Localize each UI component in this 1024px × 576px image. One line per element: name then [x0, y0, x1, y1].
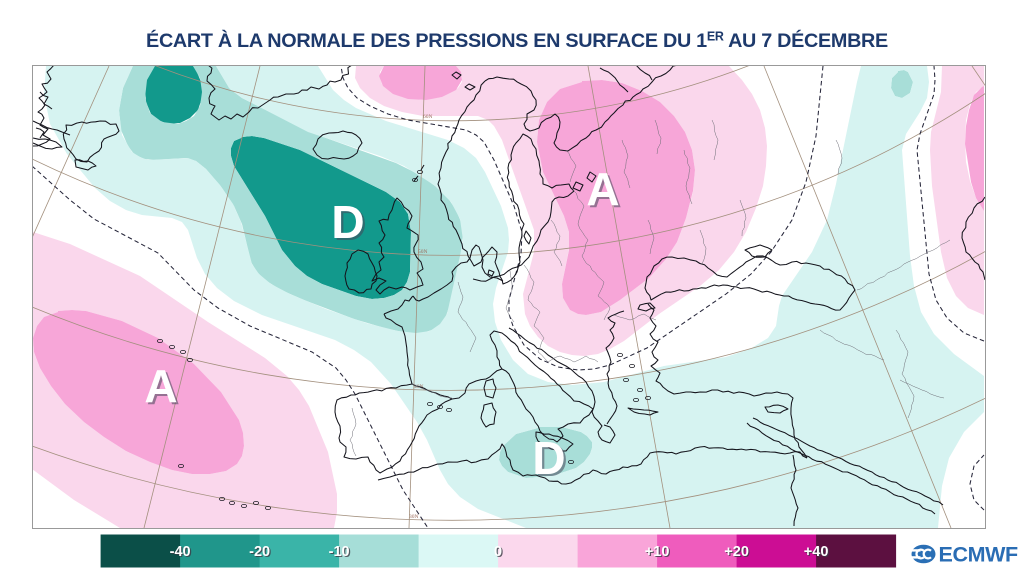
- svg-text:+10: +10: [645, 544, 670, 560]
- svg-text:-20: -20: [250, 545, 271, 561]
- svg-text:0: 0: [495, 545, 503, 561]
- svg-text:A: A: [147, 362, 180, 414]
- svg-text:60N: 60N: [423, 114, 433, 120]
- svg-text:-40: -40: [171, 545, 192, 561]
- svg-text:A: A: [586, 163, 619, 215]
- svg-text:D: D: [331, 196, 364, 248]
- svg-text:+20: +20: [725, 545, 750, 561]
- svg-text:-10: -10: [330, 545, 351, 561]
- svg-text:D: D: [532, 432, 565, 484]
- svg-text:ECMWF: ECMWF: [939, 543, 1018, 567]
- svg-text:-20: -20: [249, 544, 270, 560]
- svg-text:-10: -10: [329, 544, 350, 560]
- svg-text:ÉCART À LA NORMALE DES PRESSIO: ÉCART À LA NORMALE DES PRESSIONS EN SURF…: [146, 29, 888, 52]
- svg-text:+10: +10: [646, 545, 671, 561]
- svg-text:A: A: [589, 165, 622, 217]
- svg-text:D: D: [334, 198, 367, 250]
- svg-text:+40: +40: [805, 545, 830, 561]
- svg-text:+20: +20: [724, 544, 749, 560]
- svg-text:D: D: [535, 434, 568, 486]
- svg-text:30N: 30N: [409, 514, 419, 520]
- svg-text:50N: 50N: [418, 249, 428, 255]
- svg-text:0: 0: [494, 544, 502, 560]
- svg-text:+40: +40: [804, 544, 829, 560]
- svg-text:A: A: [144, 360, 177, 412]
- svg-text:-40: -40: [170, 544, 191, 560]
